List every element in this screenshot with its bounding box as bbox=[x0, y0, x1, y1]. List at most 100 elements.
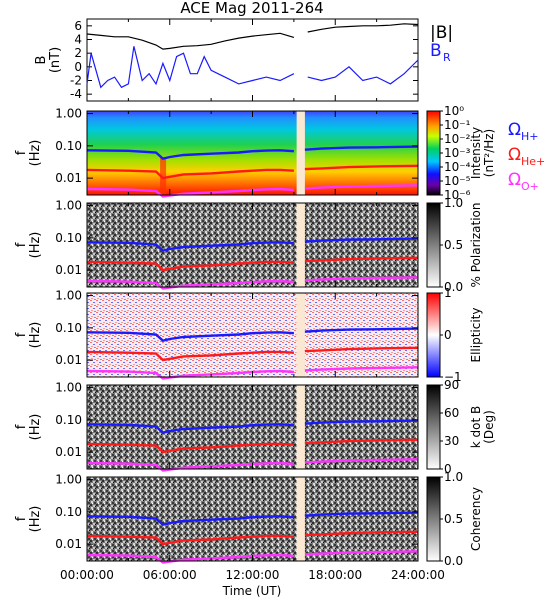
legend-omega-he: Ω bbox=[508, 145, 521, 165]
gyro-line-he bbox=[86, 350, 294, 362]
colorbar-label-group: Ellipticity bbox=[469, 308, 483, 363]
y-axis-unit: (Hz) bbox=[28, 322, 43, 349]
y-tick-label: 0.01 bbox=[55, 353, 82, 367]
y-tick-label: -4 bbox=[70, 87, 82, 101]
colorbar-label: Intensity bbox=[469, 127, 483, 179]
legend-b-radial: B bbox=[430, 41, 442, 61]
panel-ellipticity: 1.00 0.10 0.01 f (Hz) 1 0 −1 Ellipticity bbox=[14, 286, 483, 384]
colorbar-tick-label: 0.0 bbox=[444, 554, 463, 568]
colorbar-tick-label: 10⁻³ bbox=[444, 146, 471, 160]
colorbar-tick-label: 0.5 bbox=[444, 238, 463, 252]
colorbar-tick-label: 0 bbox=[444, 462, 452, 476]
colorbar-tick-label: 1.0 bbox=[444, 470, 463, 484]
y-axis-unit: (Hz) bbox=[28, 414, 43, 441]
x-axis: 00:00:00 06:00:00 12:00:00 18:00:00 24:00:00 bbox=[60, 568, 445, 582]
y-axis-label: f bbox=[14, 516, 29, 521]
x-tick-label: 00:00:00 bbox=[60, 568, 114, 582]
gyro-line-h bbox=[304, 327, 419, 333]
legend-b-radial-subscript: R bbox=[443, 51, 451, 64]
colorbar bbox=[426, 292, 441, 378]
spectrogram-image bbox=[87, 385, 418, 469]
gyro-line-he bbox=[304, 164, 419, 171]
y-tick-label: 0 bbox=[74, 60, 82, 74]
colorbar-tick-label: 30 bbox=[444, 434, 459, 448]
y-axis-label-group: f (Hz) bbox=[14, 414, 43, 441]
x-axis-label: Time (UT) bbox=[222, 584, 282, 598]
series-line-b-magnitude bbox=[86, 32, 295, 50]
panel-polarization: 1.00 0.10 0.01 f (Hz) 1.0 0.5 0.0 % Polarization bbox=[14, 196, 483, 294]
y-axis-label-group: B (nT) bbox=[34, 47, 63, 73]
y-axis-label: B bbox=[34, 56, 49, 65]
y-tick-label: -2 bbox=[70, 74, 82, 88]
gyro-line-h bbox=[86, 515, 294, 527]
y-tick-label: 1.00 bbox=[55, 289, 82, 303]
gyro-line-o bbox=[86, 461, 294, 472]
colorbar bbox=[426, 110, 441, 196]
y-tick-label: 2 bbox=[74, 46, 82, 60]
legend-b-magnitude: |B| bbox=[430, 23, 453, 43]
colorbar-tick-label: 10⁻⁵ bbox=[444, 174, 471, 188]
gyro-line-o bbox=[86, 369, 294, 380]
y-tick-label: 4 bbox=[74, 33, 82, 47]
spectrogram-image bbox=[87, 111, 418, 195]
y-axis-unit: (Hz) bbox=[28, 140, 43, 167]
y-tick-label: 1.00 bbox=[55, 199, 82, 213]
gyro-line-he bbox=[86, 534, 294, 546]
y-tick-label: 0.10 bbox=[55, 321, 82, 335]
colorbar-unit: (nT²/Hz) bbox=[482, 129, 496, 177]
y-axis-label: f bbox=[14, 332, 29, 337]
gyro-line-o bbox=[304, 458, 419, 464]
colorbar-label: k dot B bbox=[469, 406, 483, 448]
colorbar-tick-label: 90 bbox=[444, 378, 459, 392]
gyro-line-h bbox=[304, 145, 419, 151]
spectrogram-image bbox=[87, 203, 418, 287]
gyro-line-o bbox=[304, 184, 419, 190]
gyro-line-o bbox=[86, 279, 294, 290]
colorbar-unit: (Deg) bbox=[482, 410, 496, 444]
y-axis-unit: (Hz) bbox=[28, 232, 43, 259]
colorbar bbox=[426, 384, 441, 470]
panel-k-dot-b: 1.00 0.10 0.01 f (Hz) 90 60 30 0 k dot B (Deg) bbox=[14, 378, 496, 476]
gyro-line-h bbox=[86, 241, 294, 253]
data-gap-bar bbox=[296, 203, 305, 287]
gyro-line-he bbox=[86, 260, 294, 272]
gyro-line-he bbox=[304, 256, 419, 263]
gyro-line-h bbox=[304, 237, 419, 243]
x-tick-label: 18:00:00 bbox=[308, 568, 362, 582]
gyro-line-he bbox=[86, 168, 294, 180]
data-gap-bar bbox=[296, 293, 305, 377]
chart-title: ACE Mag 2011-264 bbox=[180, 0, 323, 17]
colorbar-tick-label: 1 bbox=[444, 286, 452, 300]
colorbar-tick-label: 60 bbox=[444, 406, 459, 420]
panel-frame bbox=[86, 18, 419, 102]
colorbar-tick-label: 1.0 bbox=[444, 196, 463, 210]
colorbar-label: % Polarization bbox=[469, 203, 483, 288]
gyro-line-h bbox=[86, 423, 294, 435]
colorbar-tick-label: 0.5 bbox=[444, 512, 463, 526]
y-axis-label-group: f (Hz) bbox=[14, 506, 43, 533]
y-axis-label: f bbox=[14, 424, 29, 429]
colorbar-tick-label: 0.0 bbox=[444, 280, 463, 294]
gyro-line-he bbox=[304, 346, 419, 353]
spectrogram-image bbox=[87, 293, 418, 377]
colorbar-label-group: Intensity (nT²/Hz) bbox=[469, 127, 496, 179]
y-tick-label: 0.10 bbox=[55, 231, 82, 245]
y-tick-label: 0.10 bbox=[55, 505, 82, 519]
spectrogram-streak bbox=[160, 157, 167, 195]
y-tick-label: 1.00 bbox=[55, 473, 82, 487]
x-tick-label: 12:00:00 bbox=[226, 568, 280, 582]
data-gap-bar bbox=[296, 111, 305, 195]
y-tick-label: 0.10 bbox=[55, 413, 82, 427]
legend-omega-h: Ω bbox=[508, 120, 521, 140]
gyro-line-he bbox=[86, 442, 294, 454]
gyro-line-o bbox=[304, 366, 419, 372]
x-tick-label: 06:00:00 bbox=[143, 568, 197, 582]
y-axis-unit: (nT) bbox=[48, 47, 63, 73]
gyro-line-h bbox=[304, 511, 419, 517]
y-tick-label: 0.01 bbox=[55, 445, 82, 459]
colorbar bbox=[426, 476, 441, 562]
colorbar-tick-label: 10⁰ bbox=[444, 104, 464, 118]
series-line-b-radial bbox=[307, 59, 419, 85]
legend-omega-h-subscript: H+ bbox=[521, 130, 539, 143]
